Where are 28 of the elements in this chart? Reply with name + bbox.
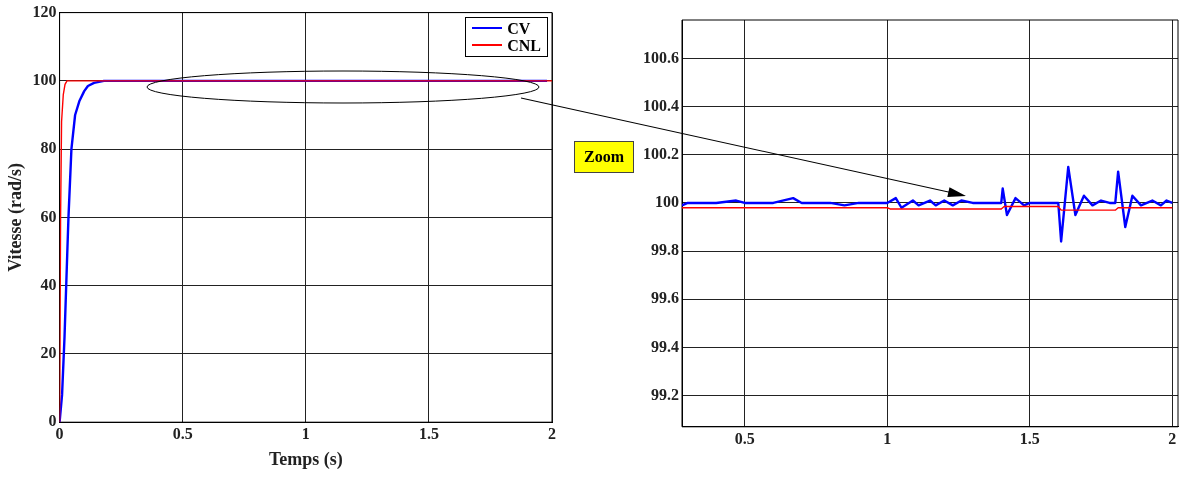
y-tick-label: 99.6: [651, 289, 679, 307]
legend-label: CV: [507, 19, 531, 37]
y-tick-label: 99.2: [651, 385, 679, 403]
x-tick-label: 1: [301, 424, 310, 442]
y-tick-label: 60: [40, 207, 57, 225]
x-tick-label: 1.5: [1019, 429, 1040, 447]
y-tick-label: 100.6: [643, 48, 679, 66]
text: Zoom: [574, 141, 634, 173]
y-tick-label: 20: [40, 344, 57, 362]
y-tick-label: 40: [40, 275, 57, 293]
x-tick-label: 0.5: [734, 429, 755, 447]
x-tick-label: 2: [548, 424, 556, 442]
y-tick-label: 120: [32, 2, 57, 20]
x-tick-label: 1: [883, 429, 892, 447]
x-axis-title: Temps (s): [268, 448, 343, 470]
x-tick-label: 1.5: [418, 424, 439, 442]
y-tick-label: 0: [48, 412, 57, 430]
y-tick-label: 100: [655, 193, 679, 211]
y-tick-label: 100.4: [643, 96, 679, 114]
y-tick-label: 99.4: [651, 337, 679, 355]
y-tick-label: 80: [40, 139, 57, 157]
y-tick-label: 99.8: [651, 241, 679, 259]
y-tick-label: 100.2: [643, 144, 679, 162]
legend-label: CNL: [507, 36, 541, 54]
y-axis-title: Vitesse (rad/s): [5, 162, 27, 272]
x-tick-label: 0.5: [172, 424, 193, 442]
x-tick-label: 2: [1168, 429, 1177, 447]
y-tick-label: 100: [32, 71, 57, 89]
